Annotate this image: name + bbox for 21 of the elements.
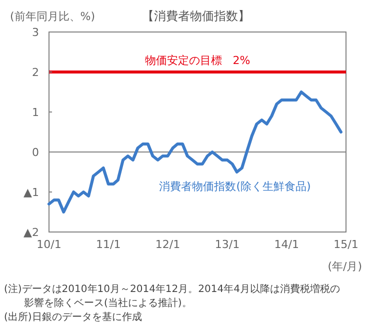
x-tick-label: 12/1 <box>155 238 180 251</box>
y-tick-label: ▲1 <box>24 186 39 199</box>
line-series <box>48 90 342 214</box>
y-tick-label: 2 <box>32 66 39 79</box>
chart-title: 【消費者物価指数】 <box>142 9 250 23</box>
y-axis-title: (前年同月比、%) <box>10 10 96 23</box>
ref-line-label: 物価安定の目標 2% <box>144 54 250 67</box>
x-tick-label: 14/1 <box>274 238 299 251</box>
x-tick-label: 15/1 <box>334 238 358 251</box>
text: (出所)日銀のデータを基に作成 <box>4 311 142 323</box>
x-tick-label: 10/1 <box>36 238 62 251</box>
y-tick-label: 0 <box>32 146 39 159</box>
y-tick-label: ▲2 <box>24 226 39 239</box>
y-tick-label: 1 <box>32 106 39 119</box>
x-tick-label: 13/1 <box>214 238 240 251</box>
text: 影響を除くベース(当社による推計)。 <box>4 297 192 309</box>
text: (注)データは2010年10月～2014年12月。2014年4月以降は消費税増税の <box>4 283 340 295</box>
y-tick-label: 3 <box>32 26 39 39</box>
series-label: 消費者物価指数(除く生鮮食品) <box>159 180 311 193</box>
x-axis-title: (年/月) <box>328 260 362 273</box>
x-tick-label: 11/1 <box>96 238 121 251</box>
